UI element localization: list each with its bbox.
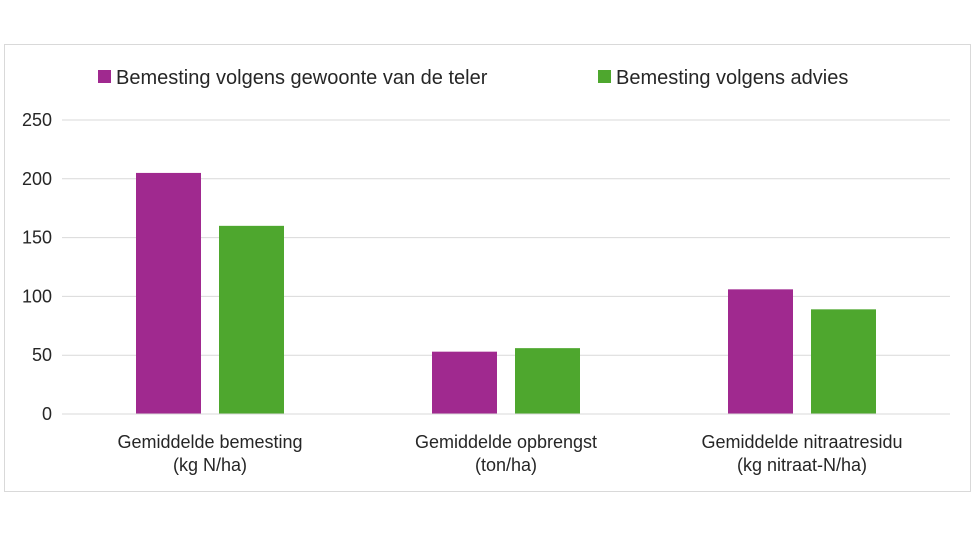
y-tick-label: 150 [22, 228, 52, 248]
legend-label: Bemesting volgens advies [616, 67, 848, 89]
bar-series1-cat2 [432, 351, 497, 414]
bar-series1-cat1 [136, 172, 201, 414]
y-tick-label: 100 [22, 286, 52, 306]
y-axis: 0 50 100 150 200 250 [22, 110, 52, 424]
y-tick-label: 250 [22, 110, 52, 130]
bars [136, 172, 876, 414]
y-tick-label: 200 [22, 169, 52, 189]
x-axis: Gemiddelde bemesting (kg N/ha) Gemiddelde … [62, 413, 950, 475]
x-category-label: Gemiddelde bemesting (kg N/ha) [117, 432, 302, 475]
legend-label: Bemesting volgens gewoonte van de teler [116, 67, 488, 89]
bar-series1-cat3 [728, 289, 793, 414]
y-tick-label: 0 [42, 404, 52, 424]
bar-series2-cat2 [515, 348, 580, 414]
legend: Bemesting volgens gewoonte van de teler B… [98, 67, 848, 89]
gridlines [62, 119, 950, 356]
bar-series2-cat1 [219, 225, 284, 414]
legend-swatch [98, 70, 111, 83]
x-category-label: Gemiddelde opbrengst (ton/ha) [415, 432, 597, 475]
x-category-label: Gemiddelde nitraatresidu (kg nitraat-N/ha… [701, 432, 902, 475]
legend-swatch [598, 70, 611, 83]
y-tick-label: 50 [32, 345, 52, 365]
bar-series2-cat3 [811, 309, 876, 414]
